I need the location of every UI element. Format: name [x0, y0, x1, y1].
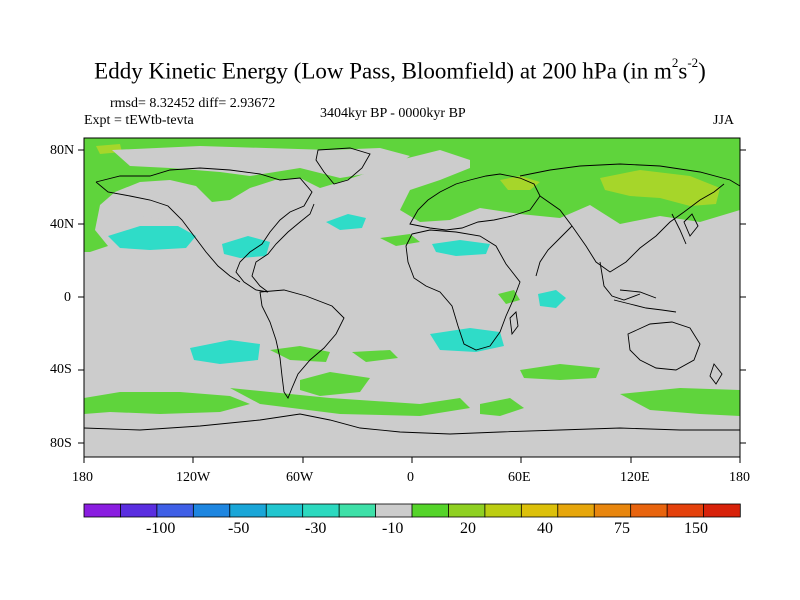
- colorbar-label-20: 20: [460, 520, 476, 537]
- coast-antarctica: [84, 413, 740, 435]
- lon-label-120e: 120E: [620, 470, 650, 485]
- colorbar-swatch: [375, 503, 413, 518]
- colorbar-label-40: 40: [537, 520, 553, 537]
- colorbar: [83, 503, 741, 518]
- plot-title: Eddy Kinetic Energy (Low Pass, Bloomfiel…: [94, 55, 706, 84]
- lat-ticks: [78, 149, 746, 444]
- anomaly-region-cyan-safrica: [430, 328, 504, 352]
- colorbar-swatch: [593, 503, 632, 518]
- lat-label-40s: 40S: [50, 362, 72, 377]
- colorbar-label-m100: -100: [146, 520, 176, 537]
- colorbar-swatch: [302, 503, 340, 518]
- colorbar-swatch: [265, 503, 304, 518]
- anomaly-region-green-saus: [620, 388, 740, 416]
- colorbar-swatch: [557, 503, 595, 518]
- coast-australia: [627, 321, 701, 371]
- anomaly-region-green-satlantic: [300, 372, 370, 396]
- field-contours: [84, 138, 740, 435]
- anomaly-region-green-spacific: [84, 392, 250, 414]
- coast-asia: [519, 163, 740, 301]
- anomaly-region-cyan-gulf: [222, 236, 270, 258]
- coast-japan: [683, 213, 699, 237]
- colorbar-swatch: [703, 503, 741, 518]
- colorbar-swatch: [666, 503, 705, 518]
- colorbar-swatch: [229, 503, 267, 518]
- coast-madagascar: [509, 311, 519, 336]
- colorbar-swatch: [411, 503, 450, 518]
- colorbar-swatch: [484, 503, 523, 518]
- anomaly-region-green-midatlantic: [352, 350, 398, 362]
- colorbar-swatch: [156, 503, 195, 518]
- anomaly-region-cyan-mediterranean: [432, 240, 490, 256]
- coast-indonesia: [613, 289, 677, 313]
- neutral-region-arctic: [112, 146, 410, 178]
- colorbar-label-150: 150: [684, 520, 708, 537]
- lat-label-80s: 80S: [50, 436, 72, 451]
- anomaly-region-yellowgreen-asia: [600, 170, 720, 206]
- lon-label-0: 0: [407, 470, 414, 485]
- colorbar-label-75: 75: [614, 520, 630, 537]
- lon-label-180w: 180: [72, 470, 93, 485]
- period-label: 3404kyr BP - 0000kyr BP: [320, 106, 466, 121]
- lon-label-120w: 120W: [176, 470, 211, 485]
- lon-label-60w: 60W: [286, 470, 314, 485]
- anomaly-region-cyan-indian: [538, 290, 566, 308]
- coast-europe: [409, 173, 541, 231]
- anomaly-region-cyan-npacific: [108, 226, 196, 250]
- lon-ticks: [83, 457, 741, 463]
- colorbar-swatch: [120, 503, 158, 518]
- neutral-region-canada: [120, 186, 214, 222]
- colorbar-swatch: [520, 503, 559, 518]
- lon-label-180e: 180: [729, 470, 750, 485]
- anomaly-region-green-indian2: [480, 398, 524, 416]
- colorbar-label-m10: -10: [382, 520, 404, 537]
- lat-label-40n: 40N: [50, 217, 75, 232]
- coast-south-america: [259, 289, 345, 399]
- coastlines: [84, 147, 740, 435]
- lat-label-eq: 0: [64, 290, 71, 305]
- anomaly-region-green-sindian: [520, 364, 600, 380]
- anomaly-region-green-southamerica: [270, 346, 330, 362]
- colorbar-swatch: [83, 503, 122, 518]
- anomaly-region-yellowgreen-europe: [500, 176, 540, 190]
- colorbar-label-m50: -50: [228, 520, 250, 537]
- coast-greenland: [315, 147, 371, 185]
- coast-newzealand: [709, 363, 723, 385]
- colorbar-swatch: [448, 503, 486, 518]
- colorbar-swatch: [338, 503, 377, 518]
- anomaly-region-cyan-spacific: [190, 340, 260, 364]
- colorbar-label-m30: -30: [305, 520, 327, 537]
- anomaly-region-cyan-natlantic: [326, 214, 366, 230]
- lon-label-60e: 60E: [508, 470, 531, 485]
- anomaly-region-green-africa: [498, 290, 520, 304]
- coast-africa: [405, 229, 521, 351]
- anomaly-region-green-antarctic: [230, 388, 470, 416]
- colorbar-swatch: [630, 503, 668, 518]
- season-label: JJA: [713, 113, 735, 128]
- coast-north-america: [95, 167, 315, 293]
- stats-text: rmsd= 8.32452 diff= 2.93672: [110, 96, 276, 111]
- experiment-label: Expt = tEWtb-tevta: [84, 113, 194, 128]
- lat-label-80n: 80N: [50, 143, 75, 158]
- colorbar-swatch: [192, 503, 231, 518]
